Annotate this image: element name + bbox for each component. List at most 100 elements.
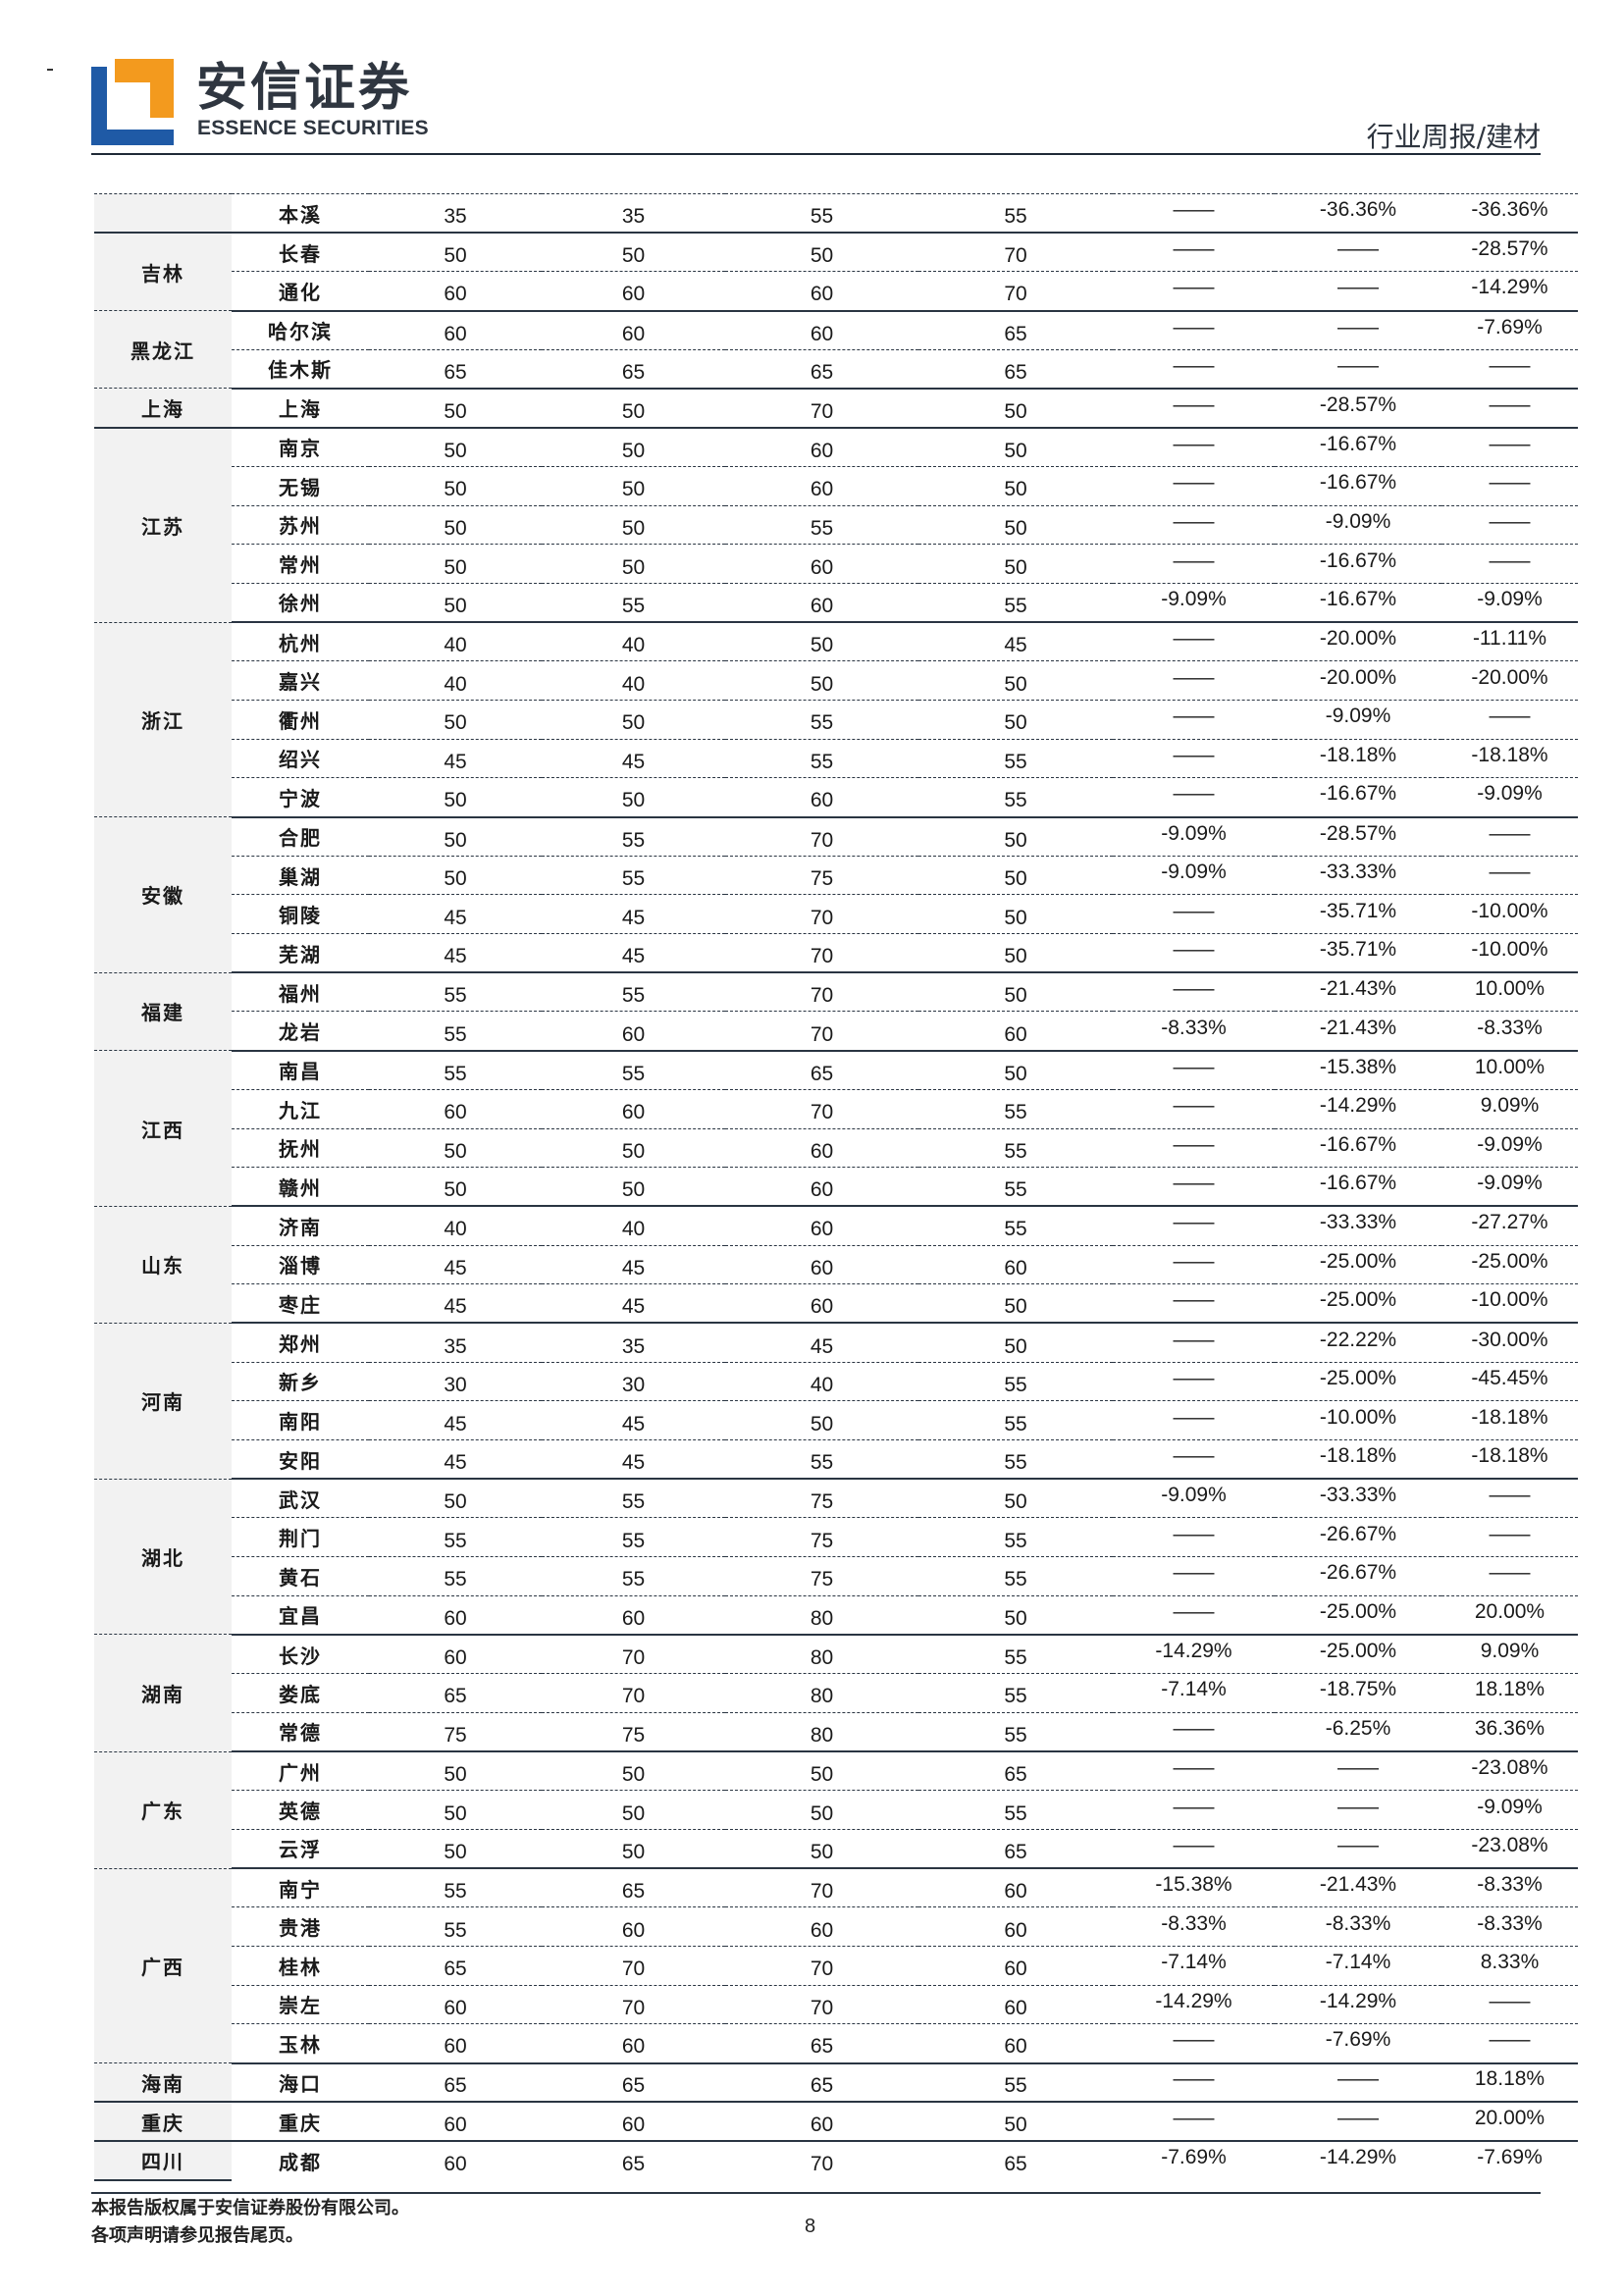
price-cell: 70 — [542, 1985, 725, 2025]
price-cell: 55 — [542, 1479, 725, 1519]
price-cell: 55 — [369, 1906, 542, 1947]
price-cell: 55 — [918, 1673, 1113, 1713]
price-cell: 60 — [369, 2102, 542, 2142]
price-cell: 60 — [918, 1245, 1113, 1285]
change-cell: -10.00% — [1275, 1400, 1441, 1440]
price-cell: 50 — [369, 233, 542, 273]
change-cell: —— — [1113, 505, 1275, 546]
city-cell: 南宁 — [232, 1868, 369, 1908]
price-cell: 55 — [369, 1011, 542, 1052]
change-cell: -25.00% — [1275, 1283, 1441, 1325]
price-cell: 50 — [918, 388, 1113, 429]
price-cell: 60 — [918, 1985, 1113, 2025]
change-cell: -21.43% — [1275, 972, 1441, 1013]
price-cell: 50 — [918, 466, 1113, 506]
price-cell: 75 — [725, 856, 918, 896]
province-cell: 湖北 — [94, 1479, 232, 1636]
province-cell: 江苏 — [94, 427, 232, 623]
price-cell: 50 — [725, 1751, 918, 1792]
price-cell: 70 — [725, 816, 918, 857]
price-cell: 65 — [542, 2062, 725, 2104]
price-cell: 40 — [542, 660, 725, 701]
change-cell: —— — [1441, 466, 1578, 506]
city-cell: 绍兴 — [232, 739, 369, 779]
price-cell: 45 — [369, 1245, 542, 1285]
price-cell: 60 — [369, 1985, 542, 2025]
price-cell: 60 — [725, 1283, 918, 1325]
price-cell: 65 — [1004, 2153, 1027, 2176]
city-cell: 赣州 — [232, 1167, 369, 1208]
change-cell: -21.43% — [1275, 1868, 1441, 1908]
change-cell: —— — [1113, 700, 1275, 740]
price-cell: 50 — [369, 544, 542, 584]
change-cell: -9.09% — [1113, 1479, 1275, 1519]
table-row: 赣州 50 50 60 55 —— -16.67% -9.09% — [94, 1167, 1578, 1208]
price-cell: 45 — [369, 739, 542, 779]
price-cell: 60 — [542, 1089, 725, 1129]
change-cell: -28.57% — [1275, 388, 1441, 429]
city-cell: 成都 — [279, 2150, 322, 2174]
price-cell: 35 — [369, 193, 542, 235]
price-cell: 50 — [725, 1400, 918, 1440]
change-cell: -15.38% — [1275, 1050, 1441, 1090]
table-row: 南阳 45 45 50 55 —— -10.00% -18.18% — [94, 1400, 1578, 1440]
table-row: 安阳 45 45 55 55 —— -18.18% -18.18% — [94, 1439, 1578, 1481]
city-cell: 常德 — [232, 1712, 369, 1752]
city-cell: 杭州 — [232, 622, 369, 662]
change-cell: -16.67% — [1275, 1128, 1441, 1169]
price-cell: 50 — [369, 583, 542, 624]
change-cell: 9.09% — [1441, 1634, 1578, 1675]
table-row: 崇左 60 70 70 60 -14.29% -14.29% —— — [94, 1985, 1578, 2025]
price-cell: 60 — [725, 777, 918, 818]
change-cell: -25.00% — [1441, 1245, 1578, 1285]
price-cell: 50 — [369, 856, 542, 896]
price-cell: 55 — [725, 700, 918, 740]
change-cell: -18.75% — [1275, 1673, 1441, 1713]
city-cell: 重庆 — [232, 2102, 369, 2142]
price-cell: 55 — [542, 1050, 725, 1090]
price-cell: 75 — [725, 1556, 918, 1596]
price-cell: 50 — [542, 233, 725, 273]
city-cell: 铜陵 — [232, 894, 369, 935]
price-cell: 60 — [725, 583, 918, 624]
change-cell: -10.00% — [1441, 933, 1578, 974]
change-cell: -9.09% — [1441, 583, 1578, 624]
change-cell: —— — [1113, 2102, 1275, 2142]
change-cell: —— — [1113, 739, 1275, 779]
table-row: 龙岩 55 60 70 60 -8.33% -21.43% -8.33% — [94, 1011, 1578, 1052]
province-cell: 安徽 — [94, 816, 232, 973]
city-cell: 武汉 — [232, 1479, 369, 1519]
price-cell: 55 — [542, 816, 725, 857]
change-cell: —— — [1275, 349, 1441, 390]
change-cell: -21.43% — [1275, 1011, 1441, 1052]
price-cell: 60 — [918, 1011, 1113, 1052]
city-cell: 本溪 — [232, 193, 369, 235]
change-cell: -9.09% — [1441, 1167, 1578, 1208]
essence-logo-icon — [91, 59, 174, 145]
change-cell: -28.57% — [1275, 816, 1441, 857]
change-cell: —— — [1113, 2062, 1275, 2104]
change-cell: 10.00% — [1441, 972, 1578, 1013]
table-row: 娄底 65 70 80 55 -7.14% -18.75% 18.18% — [94, 1673, 1578, 1713]
change-cell: —— — [1113, 1128, 1275, 1169]
table-row: 山东 济南 40 40 60 55 —— -33.33% -27.27% — [94, 1206, 1578, 1324]
report-type: 行业周报/建材 — [1366, 121, 1541, 153]
change-cell: -9.09% — [1441, 777, 1578, 818]
price-cell: 70 — [725, 1946, 918, 1986]
price-cell: 50 — [542, 388, 725, 429]
price-cell: 50 — [369, 700, 542, 740]
price-cell: 40 — [369, 622, 542, 662]
province-cell: 四川 — [94, 2140, 232, 2181]
change-cell: -9.09% — [1441, 1790, 1578, 1830]
price-cell: 55 — [918, 1362, 1113, 1402]
province-cell: 海南 — [94, 2062, 232, 2104]
price-cell: 40 — [725, 1362, 918, 1402]
change-cell: —— — [1441, 1556, 1578, 1596]
change-cell: -28.57% — [1441, 233, 1578, 273]
change-cell: —— — [1441, 349, 1578, 390]
change-cell: -20.00% — [1275, 622, 1441, 662]
change-cell: -14.29% — [1275, 1985, 1441, 2025]
price-cell: 50 — [918, 660, 1113, 701]
city-cell: 南阳 — [232, 1400, 369, 1440]
change-cell: -7.69% — [1161, 2146, 1227, 2169]
